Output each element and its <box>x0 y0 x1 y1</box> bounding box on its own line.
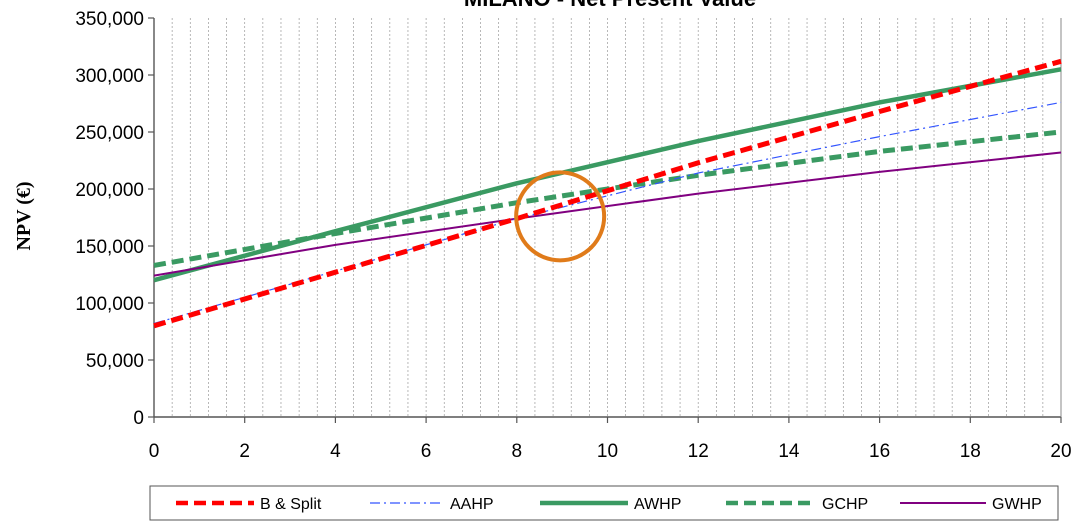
annotations <box>514 170 607 263</box>
x-tick-label: 0 <box>149 441 160 462</box>
y-tick-label: 300,000 <box>75 66 144 87</box>
y-tick-labels: 0 50,000 100,000 150,000 200,000 250,000 300,0… <box>75 9 144 429</box>
x-tick-label: 4 <box>330 441 341 462</box>
x-tick-label: 16 <box>869 441 890 462</box>
series-lines <box>153 58 1062 329</box>
chart-title: MILANO - Net Present Value <box>464 0 756 11</box>
x-tick-label: 20 <box>1050 441 1071 462</box>
y-tick-label: 200,000 <box>75 180 144 201</box>
legend-label: AWHP <box>634 496 681 513</box>
x-tick-label: 6 <box>421 441 432 462</box>
y-tick-label: 350,000 <box>75 9 144 30</box>
x-tick-label: 2 <box>239 441 250 462</box>
series-line-aahp <box>153 101 1062 325</box>
legend: B & Split AAHP AWHP GCHP GWHP <box>149 485 1059 521</box>
axes <box>148 17 1062 423</box>
x-tick-label: 8 <box>512 441 523 462</box>
vertical-gridlines <box>171 18 1044 417</box>
y-axis-label: NPV (€) <box>13 181 35 250</box>
y-tick-label: 150,000 <box>75 237 144 258</box>
y-tick-label: 50,000 <box>86 351 144 372</box>
x-tick-label: 12 <box>688 441 709 462</box>
series-line-gwhp <box>153 151 1062 277</box>
x-tick-labels: 0 2 4 6 8 10 12 14 16 18 20 <box>149 441 1072 462</box>
series-line-b-split <box>153 58 1062 329</box>
legend-label: GCHP <box>822 496 868 513</box>
legend-label: AAHP <box>450 496 494 513</box>
y-tick-label: 100,000 <box>75 294 144 315</box>
x-tick-label: 18 <box>960 441 981 462</box>
y-tick-label: 0 <box>133 408 144 429</box>
y-tick-label: 250,000 <box>75 123 144 144</box>
legend-label: B & Split <box>260 496 322 513</box>
x-tick-label: 10 <box>597 441 618 462</box>
legend-label: GWHP <box>992 496 1042 513</box>
x-tick-label: 14 <box>778 441 800 462</box>
highlight-circle <box>514 170 607 263</box>
